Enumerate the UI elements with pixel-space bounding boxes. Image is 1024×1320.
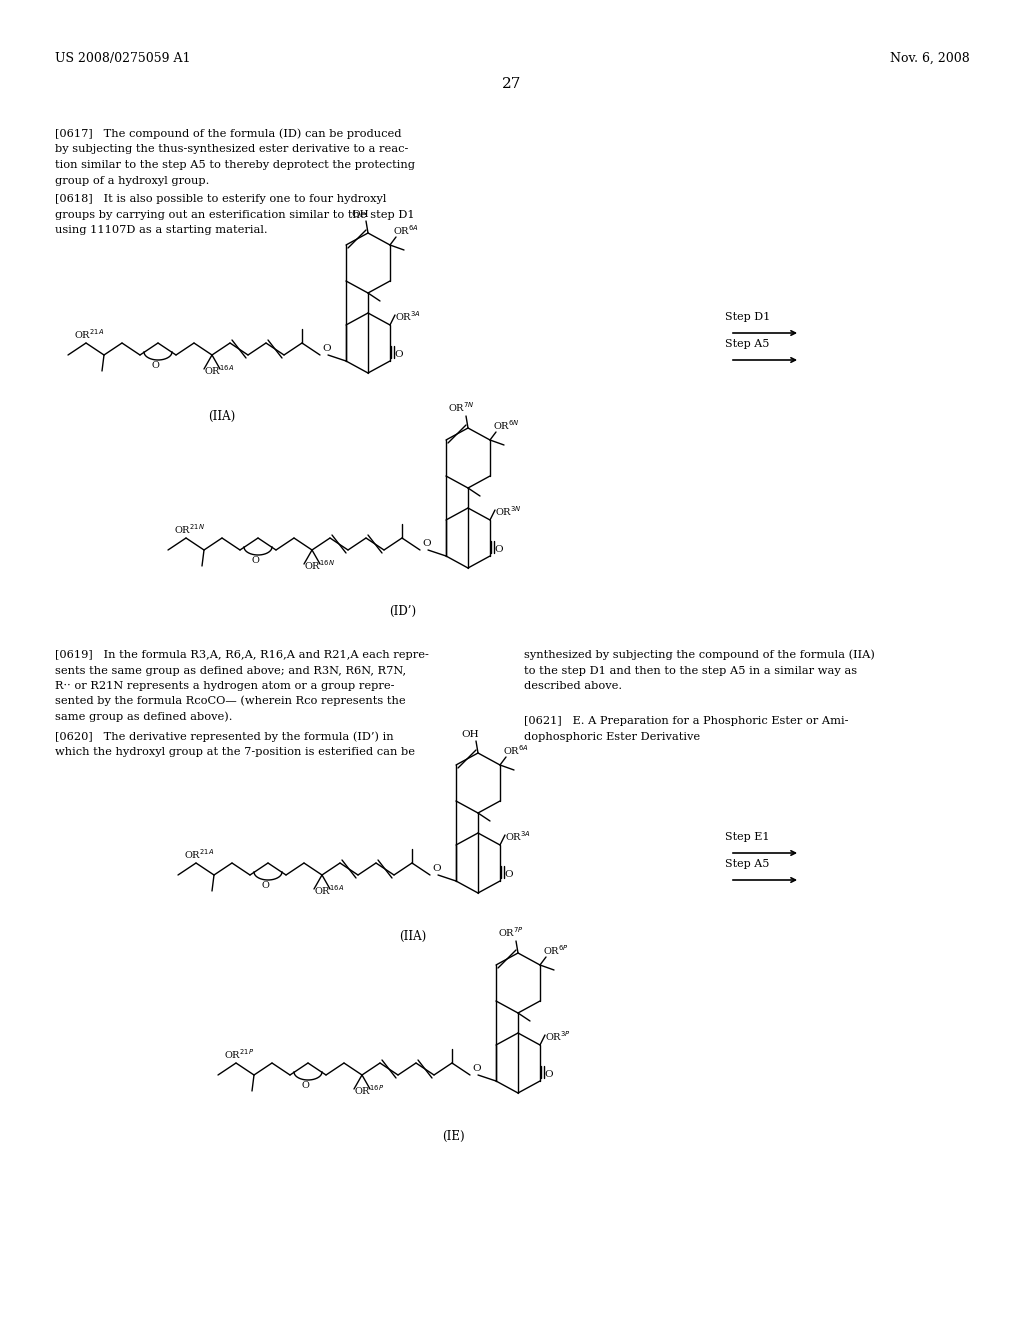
Text: (ID’): (ID’): [389, 605, 417, 618]
Text: which the hydroxyl group at the 7-position is esterified can be: which the hydroxyl group at the 7-positi…: [55, 747, 415, 756]
Text: OR$^{3A}$: OR$^{3A}$: [395, 309, 421, 323]
Text: OR$^{16A}$: OR$^{16A}$: [314, 883, 344, 898]
Text: [0619]   In the formula R3,A, R6,A, R16,A and R21,A each repre-: [0619] In the formula R3,A, R6,A, R16,A …: [55, 649, 429, 660]
Text: OR$^{6A}$: OR$^{6A}$: [393, 223, 419, 238]
Text: OR$^{21A}$: OR$^{21A}$: [74, 327, 104, 341]
Text: O: O: [394, 350, 402, 359]
Text: dophosphoric Ester Derivative: dophosphoric Ester Derivative: [524, 731, 700, 742]
Text: OR$^{7N}$: OR$^{7N}$: [449, 400, 475, 414]
Text: described above.: described above.: [524, 681, 623, 690]
Text: O: O: [494, 545, 503, 554]
Text: OR$^{3A}$: OR$^{3A}$: [505, 829, 530, 843]
Text: OR$^{6A}$: OR$^{6A}$: [503, 743, 529, 756]
Text: using 11107D as a starting material.: using 11107D as a starting material.: [55, 224, 267, 235]
Text: group of a hydroxyl group.: group of a hydroxyl group.: [55, 176, 209, 186]
Text: R·· or R21N represents a hydrogen atom or a group repre-: R·· or R21N represents a hydrogen atom o…: [55, 681, 394, 690]
Text: OR$^{6P}$: OR$^{6P}$: [543, 944, 569, 957]
Text: OR$^{21P}$: OR$^{21P}$: [224, 1047, 254, 1061]
Text: [0617]   The compound of the formula (ID) can be produced: [0617] The compound of the formula (ID) …: [55, 128, 401, 139]
Text: O: O: [504, 870, 513, 879]
Text: Step E1: Step E1: [725, 832, 769, 842]
Text: Step D1: Step D1: [725, 312, 770, 322]
Text: (IIA): (IIA): [399, 931, 427, 942]
Text: OR$^{21N}$: OR$^{21N}$: [174, 523, 205, 536]
Text: OR$^{7P}$: OR$^{7P}$: [498, 925, 524, 939]
Text: OR$^{16P}$: OR$^{16P}$: [354, 1084, 384, 1097]
Text: by subjecting the thus-synthesized ester derivative to a reac-: by subjecting the thus-synthesized ester…: [55, 144, 409, 154]
Text: O: O: [251, 556, 259, 565]
Text: O: O: [432, 865, 440, 873]
Text: OH: OH: [351, 210, 369, 219]
Text: same group as defined above).: same group as defined above).: [55, 711, 232, 722]
Text: to the step D1 and then to the step A5 in a similar way as: to the step D1 and then to the step A5 i…: [524, 665, 857, 676]
Text: Nov. 6, 2008: Nov. 6, 2008: [890, 51, 970, 65]
Text: [0621]   E. A Preparation for a Phosphoric Ester or Ami-: [0621] E. A Preparation for a Phosphoric…: [524, 715, 849, 726]
Text: Step A5: Step A5: [725, 339, 769, 348]
Text: US 2008/0275059 A1: US 2008/0275059 A1: [55, 51, 190, 65]
Text: OR$^{6N}$: OR$^{6N}$: [493, 418, 519, 432]
Text: OH: OH: [461, 730, 479, 739]
Text: OR$^{21A}$: OR$^{21A}$: [184, 847, 214, 861]
Text: [0620]   The derivative represented by the formula (ID’) in: [0620] The derivative represented by the…: [55, 731, 393, 742]
Text: (IE): (IE): [441, 1130, 464, 1143]
Text: sented by the formula RcoCO— (wherein Rco represents the: sented by the formula RcoCO— (wherein Rc…: [55, 696, 406, 706]
Text: O: O: [422, 539, 431, 548]
Text: (IIA): (IIA): [208, 411, 236, 422]
Text: O: O: [261, 880, 269, 890]
Text: O: O: [322, 345, 331, 352]
Text: synthesized by subjecting the compound of the formula (IIA): synthesized by subjecting the compound o…: [524, 649, 874, 660]
Text: [0618]   It is also possible to esterify one to four hydroxyl: [0618] It is also possible to esterify o…: [55, 194, 386, 205]
Text: 27: 27: [503, 77, 521, 91]
Text: Step A5: Step A5: [725, 859, 769, 869]
Text: OR$^{16A}$: OR$^{16A}$: [204, 363, 234, 378]
Text: OR$^{3N}$: OR$^{3N}$: [495, 504, 521, 517]
Text: O: O: [544, 1071, 553, 1078]
Text: OR$^{16N}$: OR$^{16N}$: [304, 558, 335, 572]
Text: groups by carrying out an esterification similar to the step D1: groups by carrying out an esterification…: [55, 210, 415, 219]
Text: OR$^{3P}$: OR$^{3P}$: [545, 1030, 570, 1043]
Text: O: O: [301, 1081, 309, 1090]
Text: O: O: [472, 1064, 480, 1073]
Text: tion similar to the step A5 to thereby deprotect the protecting: tion similar to the step A5 to thereby d…: [55, 160, 415, 170]
Text: O: O: [152, 360, 159, 370]
Text: sents the same group as defined above; and R3N, R6N, R7N,: sents the same group as defined above; a…: [55, 665, 407, 676]
